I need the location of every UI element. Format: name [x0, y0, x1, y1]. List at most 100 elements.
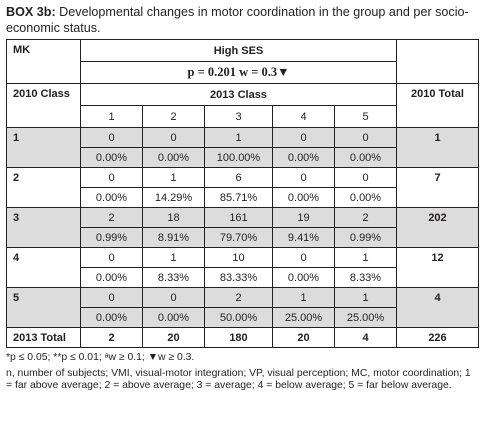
percent-cell: 100.00% [204, 147, 273, 168]
count-cell: 0 [142, 287, 205, 308]
row-total: 12 [396, 247, 479, 288]
percent-cell: 85.71% [204, 187, 273, 208]
percent-cell: 83.33% [204, 267, 273, 288]
percent-cell: 0.00% [334, 147, 397, 168]
count-cell: 0 [272, 247, 335, 268]
column-number: 2 [142, 105, 205, 128]
count-cell: 10 [204, 247, 273, 268]
count-cell: 0 [80, 127, 143, 148]
total-cell: 20 [142, 327, 205, 348]
table-caption: BOX 3b: Developmental changes in motor c… [6, 4, 479, 36]
mk-header: MK [6, 39, 81, 84]
count-cell: 0 [80, 287, 143, 308]
row-total: 7 [396, 167, 479, 208]
percent-cell: 9.41% [272, 227, 335, 248]
percent-cell: 0.00% [272, 267, 335, 288]
row-label-header: 2010 Class [6, 83, 81, 128]
column-number: 1 [80, 105, 143, 128]
count-cell: 0 [272, 167, 335, 188]
count-cell: 0 [334, 167, 397, 188]
table-row-percent: 0.00% 14.29% 85.71% 0.00% 0.00% [7, 187, 479, 208]
grand-total: 226 [396, 327, 479, 348]
percent-cell: 79.70% [204, 227, 273, 248]
footnote-abbreviations: n, number of subjects; VMI, visual-motor… [6, 367, 471, 392]
group-header: High SES [80, 39, 397, 62]
percent-cell: 0.00% [334, 187, 397, 208]
percent-cell: 0.00% [272, 147, 335, 168]
percent-cell: 8.33% [142, 267, 205, 288]
total-cell: 20 [272, 327, 335, 348]
percent-cell: 8.33% [334, 267, 397, 288]
percent-cell: 0.00% [272, 187, 335, 208]
row-label: 1 [6, 127, 81, 168]
table-row-percent: 0.99% 8.91% 79.70% 9.41% 0.99% [7, 227, 479, 248]
totals-row: 2013 Total 2 20 180 20 4 226 [6, 327, 479, 348]
count-cell: 161 [204, 207, 273, 228]
percent-cell: 0.00% [142, 307, 205, 328]
count-cell: 1 [334, 287, 397, 308]
row-label: 5 [6, 287, 81, 328]
count-cell: 1 [204, 127, 273, 148]
header-row-3: 2010 Class 2013 Class 2010 Total [6, 83, 479, 128]
count-cell: 0 [272, 127, 335, 148]
count-cell: 0 [334, 127, 397, 148]
totals-label: 2013 Total [6, 327, 81, 348]
row-label: 3 [6, 207, 81, 248]
percent-cell: 25.00% [272, 307, 335, 328]
count-cell: 2 [204, 287, 273, 308]
stats-text: p = 0.201 w = 0.3▼ [187, 65, 290, 79]
caption-text: Developmental changes in motor coordinat… [6, 5, 469, 35]
count-cell: 2 [334, 207, 397, 228]
count-cell: 0 [80, 247, 143, 268]
percent-cell: 0.00% [80, 147, 143, 168]
count-cell: 6 [204, 167, 273, 188]
total-cell: 2 [80, 327, 143, 348]
table-row-percent: 0.00% 0.00% 50.00% 25.00% 25.00% [7, 307, 479, 328]
percent-cell: 50.00% [204, 307, 273, 328]
col-group-header: 2013 Class [80, 83, 397, 106]
count-cell: 1 [142, 167, 205, 188]
count-cell: 18 [142, 207, 205, 228]
total-cell: 180 [204, 327, 273, 348]
footnote-significance: *p ≤ 0.05; **p ≤ 0.01; ᵃw ≥ 0.1; ▼w ≥ 0.… [6, 352, 195, 363]
percent-cell: 0.99% [334, 227, 397, 248]
percent-cell: 0.00% [142, 147, 205, 168]
row-label: 4 [6, 247, 81, 288]
stats-header: p = 0.201 w = 0.3▼ [80, 61, 397, 84]
count-cell: 1 [334, 247, 397, 268]
percent-cell: 0.00% [80, 187, 143, 208]
total-cell: 4 [334, 327, 397, 348]
count-cell: 0 [142, 127, 205, 148]
count-cell: 0 [80, 167, 143, 188]
count-cell: 19 [272, 207, 335, 228]
table-row-percent: 0.00% 0.00% 100.00% 0.00% 0.00% [7, 147, 479, 168]
footnotes: *p ≤ 0.05; **p ≤ 0.01; ᵃw ≥ 0.1; ▼w ≥ 0.… [6, 352, 479, 393]
column-number: 4 [272, 105, 335, 128]
percent-cell: 14.29% [142, 187, 205, 208]
percent-cell: 0.00% [80, 307, 143, 328]
row-total: 1 [396, 127, 479, 168]
count-cell: 1 [142, 247, 205, 268]
table-row: 3 2 18 161 19 2 202 [6, 207, 479, 248]
column-number: 5 [334, 105, 397, 128]
percent-cell: 25.00% [334, 307, 397, 328]
row-total: 202 [396, 207, 479, 248]
column-number: 3 [204, 105, 273, 128]
table-row: 4 0 1 10 0 1 12 [6, 247, 479, 288]
row-total: 4 [396, 287, 479, 328]
table-row-percent: 0.00% 8.33% 83.33% 0.00% 8.33% [7, 267, 479, 288]
caption-label: BOX 3b: [6, 5, 56, 19]
data-table: MK High SES p = 0.201 w = 0.3▼ 2010 Clas… [6, 39, 479, 348]
percent-cell: 0.99% [80, 227, 143, 248]
empty-header-cell [396, 39, 479, 84]
percent-cell: 0.00% [80, 267, 143, 288]
row-label: 2 [6, 167, 81, 208]
count-cell: 1 [272, 287, 335, 308]
count-cell: 2 [80, 207, 143, 228]
percent-cell: 8.91% [142, 227, 205, 248]
